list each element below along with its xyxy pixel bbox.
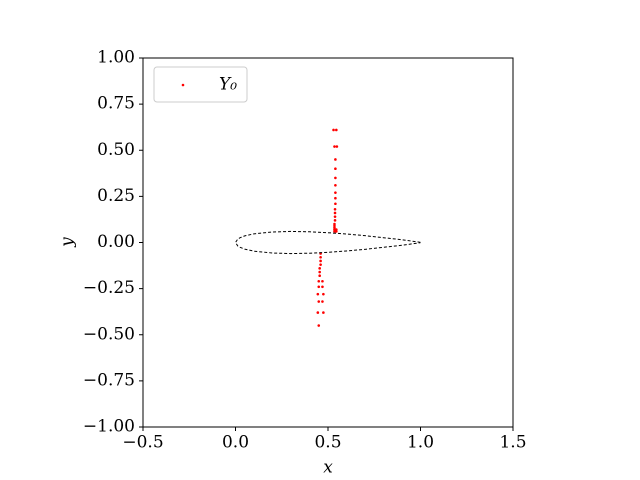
scatter-point: [334, 176, 337, 180]
scatter-point: [333, 215, 337, 218]
legend-label: Y₀: [219, 75, 237, 95]
scatter-point: [333, 145, 336, 148]
scatter-point: [333, 211, 337, 215]
y-tick-label: −0.75: [83, 370, 135, 390]
scatter-point: [334, 167, 337, 170]
scatter-point: [317, 300, 321, 303]
scatter-point: [316, 292, 320, 296]
scatter-point: [333, 222, 336, 226]
scatter-point: [322, 311, 325, 314]
scatter-point: [334, 191, 337, 194]
scatter-point: [334, 158, 337, 161]
scatter-point: [319, 259, 322, 263]
scatter-point: [332, 128, 335, 132]
plot-frame: [142, 57, 514, 428]
scatter-point: [319, 263, 322, 266]
y-tick-label: 0.50: [97, 140, 135, 160]
scatter-point: [317, 279, 321, 283]
scatter-point: [321, 300, 324, 303]
scatter-point: [335, 145, 339, 148]
x-axis-label: x: [323, 458, 333, 478]
scatter-point: [321, 279, 324, 283]
scatter-point: [334, 184, 337, 187]
scatter-point: [333, 207, 337, 211]
scatter-point: [335, 230, 338, 233]
airfoil-outline: [234, 230, 421, 255]
y-tick-label: 0.25: [97, 186, 135, 206]
y-axis-label: y: [58, 237, 78, 248]
y-tick-label: 0.00: [97, 232, 135, 252]
y-tick-label: −0.50: [83, 324, 135, 344]
scatter-point: [333, 230, 336, 233]
x-tick-label: 0.5: [314, 433, 341, 453]
x-tick-label: 0.0: [222, 433, 249, 453]
scatter-point: [333, 219, 337, 222]
scatter-point: [319, 255, 322, 259]
y-tick-label: −1.00: [83, 417, 135, 437]
scatter-point: [318, 267, 321, 270]
scatter-point: [317, 285, 321, 289]
scatter-point: [316, 311, 320, 314]
x-tick-label: 1.5: [499, 433, 526, 453]
x-tick-label: 1.0: [407, 433, 434, 453]
scatter-point: [321, 285, 324, 289]
scatter-point: [333, 226, 336, 230]
scatter-point: [333, 224, 336, 228]
legend-box: [153, 66, 248, 103]
scatter-point: [322, 292, 325, 296]
y-tick-label: 1.00: [97, 48, 135, 68]
x-tick-label: −0.5: [122, 433, 163, 453]
y-tick-label: −0.25: [83, 278, 135, 298]
scatter-point: [318, 270, 321, 274]
scatter-point: [334, 202, 337, 206]
scatter-point: [318, 274, 321, 278]
y-tick-label: 0.75: [97, 94, 135, 114]
legend-marker: [181, 83, 185, 87]
scatter-point: [317, 324, 321, 327]
scatter-point: [335, 128, 338, 132]
scatter-point: [334, 196, 337, 200]
